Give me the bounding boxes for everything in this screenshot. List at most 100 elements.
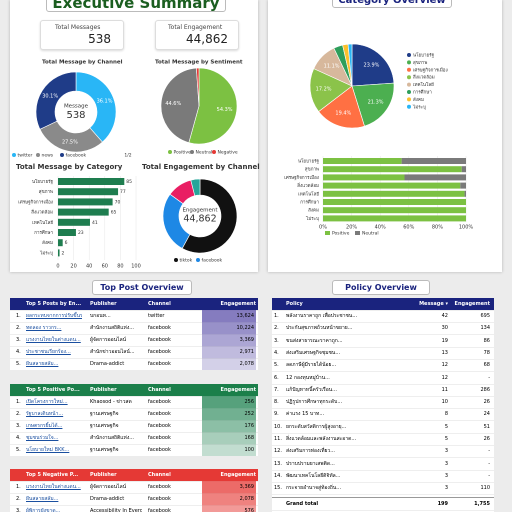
table-cell: Drama-addict xyxy=(90,361,125,367)
y-tick-label: นโยบายรัฐ xyxy=(298,158,320,165)
x-tick-label: 60% xyxy=(403,225,414,231)
bar-label: 6 xyxy=(65,240,68,246)
center-value: 44,862 xyxy=(183,214,216,225)
table-cell: 3. xyxy=(16,508,21,512)
chart-title: Total Message by Channel xyxy=(42,60,123,66)
bar xyxy=(58,198,113,206)
table-cell: สำนักงานสถิติแห่ง... xyxy=(90,435,135,441)
table-header: Top 5 Positive Po... Publisher Channel Enga… xyxy=(10,384,258,397)
bar-segment xyxy=(323,215,466,222)
x-tick-label: 40 xyxy=(86,264,92,270)
pie-slice xyxy=(188,67,238,145)
y-tick-label: สิ่งแวดล้อม xyxy=(297,182,319,189)
slice-label: 27.5% xyxy=(62,139,78,145)
table-row: 4. ชุมชนร่วมใจ... สำนักงานสถิติแห่ง... face… xyxy=(10,432,258,445)
legend-label: Neutral xyxy=(196,150,213,156)
table-cell: ทดลอง ราวกร... xyxy=(26,325,62,331)
table-cell: 4. xyxy=(274,349,279,356)
table-row: 2. รัฐบาลเดินหน้า... ฐานเศรษฐกิจ facebook 25… xyxy=(10,408,258,421)
legend-swatch xyxy=(407,104,411,109)
table-cell: 12 xyxy=(441,374,448,381)
kpi-label: Total Messages xyxy=(55,24,101,31)
table-cell: 5 xyxy=(444,423,448,430)
legend-label: Positive xyxy=(174,150,192,156)
slice-label: 19.4% xyxy=(335,111,351,117)
legend-swatch xyxy=(407,53,411,57)
table-cell: พลังงานราคาถูก เพื่อประชาชน... xyxy=(286,313,358,319)
legend-swatch xyxy=(212,150,216,154)
table-row: 2. ฝันสลายสลัม... Drama-addict facebook 2,07… xyxy=(10,493,258,506)
table-row: 3. เกษตรกรยิ้มได้... ฐานเศรษฐกิจ facebook 17… xyxy=(10,420,258,433)
y-tick-label: ไม่ระบุ xyxy=(39,250,53,256)
legend-swatch xyxy=(36,153,40,157)
table-row: 1. แรงงานไทยในต่างแดน... ผู้จัดการออนไลน์ f… xyxy=(10,481,258,494)
legend-swatch xyxy=(407,97,411,102)
table-cell: ฐานเศรษฐกิจ xyxy=(90,447,119,453)
table-cell: 110 xyxy=(480,485,490,492)
header-cell: Engagement xyxy=(220,301,256,307)
legend-label: ไม่ระบุ xyxy=(412,104,426,110)
bar-segment xyxy=(323,182,461,189)
table-row: 5. ฝันสลายสลัม... Drama-addict facebook 2,07… xyxy=(10,358,258,370)
legend-swatch xyxy=(196,258,200,262)
bar-label: 85 xyxy=(126,179,132,185)
table-row: 6. 12 กองทุนหมู่บ้าน... 12 - xyxy=(272,372,494,385)
table-cell: แก้ปัญหาหนี้ครัวเรือน... xyxy=(286,386,337,393)
x-tick-label: 40% xyxy=(375,225,386,231)
table-cell: 11. xyxy=(274,436,282,442)
header-cell: Channel xyxy=(148,472,171,478)
pie-slice xyxy=(75,71,117,143)
header-cell: Publisher xyxy=(90,472,117,478)
table-cell: 30 xyxy=(441,325,448,332)
table-cell: 3 xyxy=(444,460,448,467)
table-cell: นโยบายใหม่ BKK... xyxy=(26,447,70,453)
table-cell: ฐานเศรษฐกิจ xyxy=(90,423,119,429)
legend-swatch xyxy=(407,90,411,94)
table-cell: 10 xyxy=(441,399,448,406)
table-cell: 576 xyxy=(202,505,256,512)
bar xyxy=(58,178,125,185)
table-cell: 2. xyxy=(16,411,21,417)
table-cell: พัฒนาเทคโนโลยีดิจิทัล... xyxy=(286,472,341,479)
table-cell: 13 xyxy=(441,349,448,356)
table-cell: 19 xyxy=(441,337,448,344)
top-post-title: Top Post Overview xyxy=(92,280,192,295)
table-cell: กระจายอำนาจสู่ท้องถิ่น... xyxy=(286,485,342,492)
y-tick-label: นโยบายรัฐ xyxy=(32,178,54,185)
table-cell: 42 xyxy=(441,313,448,319)
policy-table: Policy Message ▾ Engagement 1. พลังงานราคาถู… xyxy=(272,298,494,512)
legend-swatch xyxy=(12,153,16,157)
table-cell: - xyxy=(488,374,490,381)
table-cell: - xyxy=(488,460,490,467)
table-cell: 1. xyxy=(274,313,279,319)
table-cell: - xyxy=(488,448,490,455)
table-row: 15. กระจายอำนาจสู่ท้องถิ่น... 3 110 xyxy=(272,482,494,496)
table-row: 9. ค่าแรง 15 บาท... 8 24 xyxy=(272,408,494,422)
legend-label: เทคโนโลยี xyxy=(413,81,434,88)
center-label: Message xyxy=(64,104,89,110)
table-cell: 252 xyxy=(202,408,256,420)
legend-label: Positive xyxy=(332,231,350,237)
kpi-value: 538 xyxy=(88,32,111,46)
table-cell: 2. xyxy=(16,496,21,502)
bar-segment xyxy=(401,158,466,164)
table-cell: facebook xyxy=(148,447,171,453)
pager: 1/2 xyxy=(124,153,131,159)
table-cell: 7. xyxy=(274,386,279,393)
table-cell: 1. xyxy=(16,399,21,405)
table-cell: 3 xyxy=(444,448,448,455)
bar-segment xyxy=(323,199,466,205)
legend-swatch xyxy=(407,60,411,65)
table-row: 1. เปิดโครงการใหม่... Khaosod - ข่าวสด face… xyxy=(10,396,258,409)
y-tick-label: สังคม xyxy=(308,208,319,214)
category-title: Category Overview xyxy=(332,0,452,8)
legend-swatch xyxy=(407,82,411,87)
slice-label: 11.1% xyxy=(324,63,340,69)
pie-slice xyxy=(35,71,77,130)
table-cell: - xyxy=(488,472,490,479)
table-cell: Accessibility In Everd... xyxy=(90,508,142,512)
bar-segment xyxy=(323,158,402,164)
bar xyxy=(58,218,90,226)
legend-label: นโยบายรัฐ xyxy=(413,52,435,59)
y-tick-label: เทคโนโลยี xyxy=(298,190,319,197)
